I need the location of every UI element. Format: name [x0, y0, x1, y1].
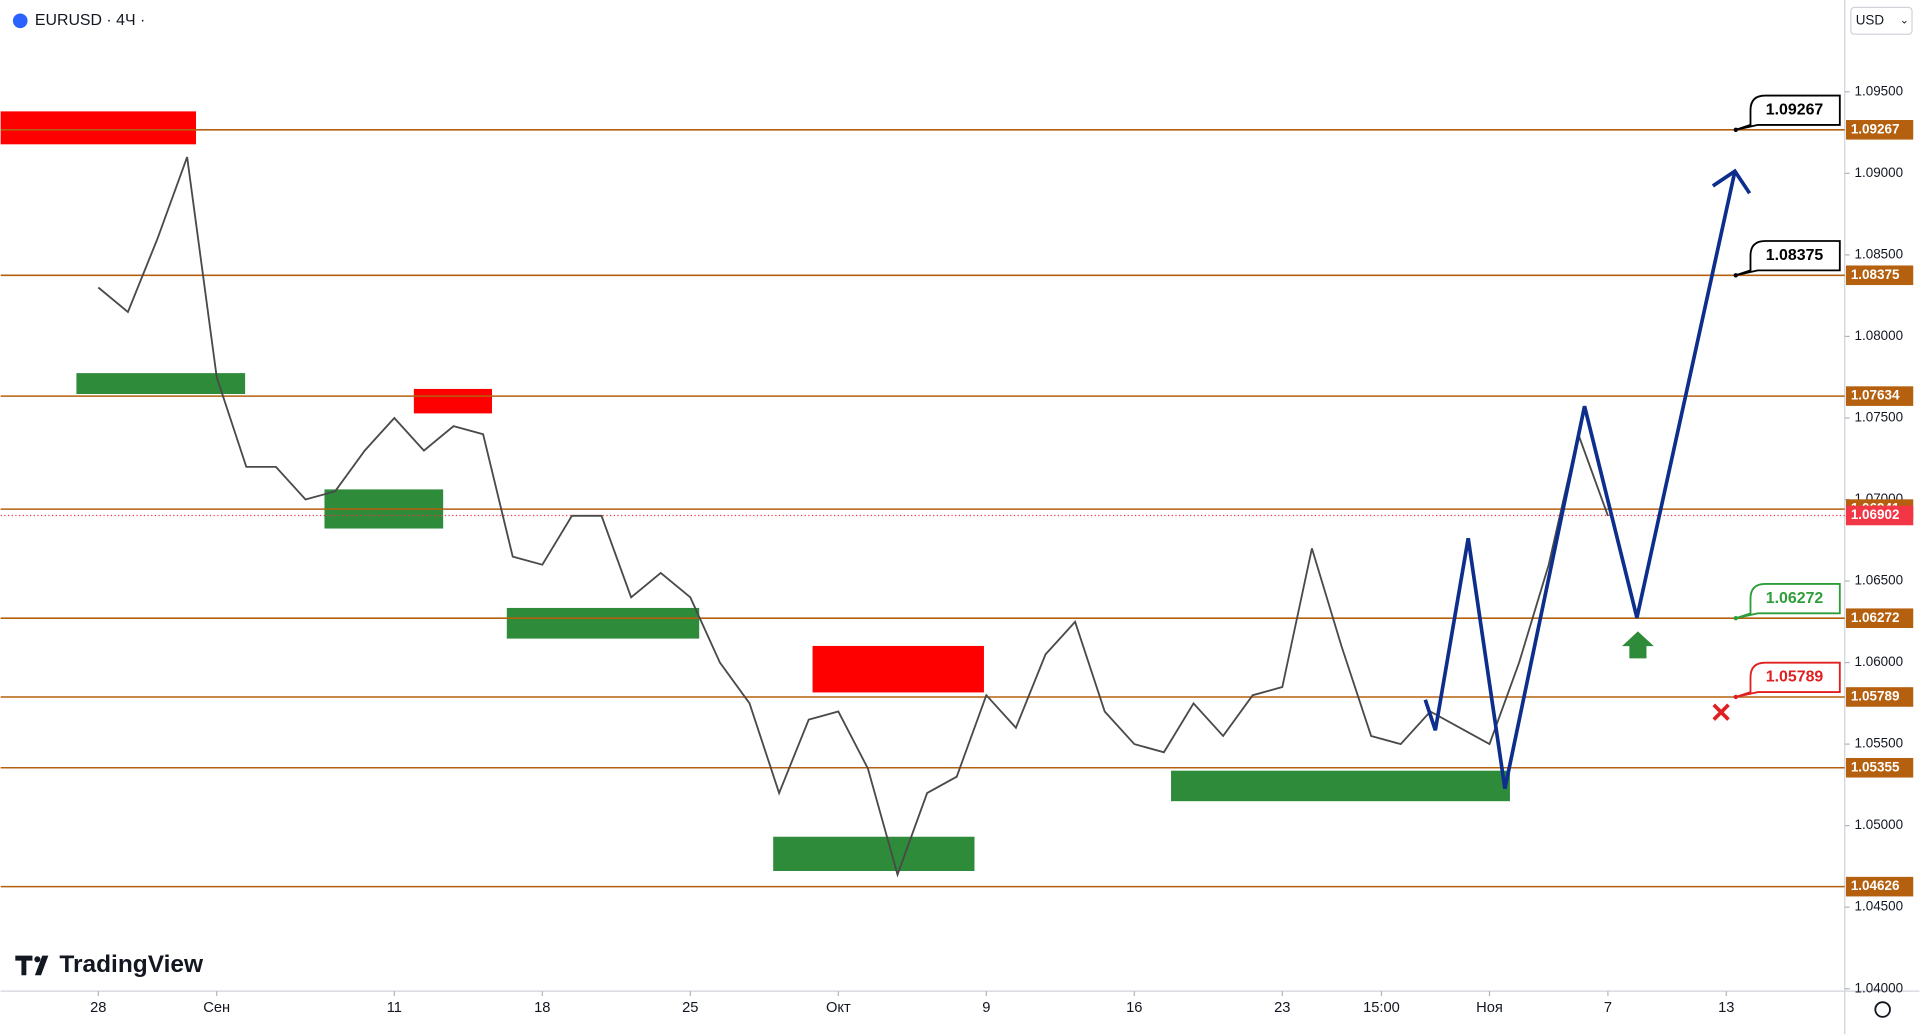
level-label-box [1845, 687, 1914, 707]
callout-label: 1.08375 [1766, 247, 1824, 264]
x-tick-label: Окт [826, 1000, 851, 1016]
level-label: 1.07634 [1851, 388, 1900, 403]
level-label: 1.05355 [1851, 759, 1900, 774]
projection-path [1423, 170, 1737, 790]
x-tick-label: 13 [1718, 1000, 1734, 1016]
y-tick-label: 1.08500 [1855, 246, 1904, 261]
up-arrow-icon [1622, 631, 1654, 659]
level-label: 1.05789 [1851, 689, 1900, 704]
last-price-box [1845, 505, 1914, 526]
y-tick-label: 1.09000 [1855, 165, 1904, 180]
callout-box [1735, 94, 1841, 131]
y-tick-label: 1.05000 [1855, 817, 1904, 832]
chart-title[interactable]: EURUSD · 4Ч · [35, 12, 145, 29]
level-label-box [1845, 120, 1914, 140]
callout-label: 1.05789 [1766, 669, 1824, 686]
plot-area: 1.095001.090001.085001.080001.075001.070… [0, 83, 1904, 1016]
brand-dot [34, 956, 41, 963]
y-tick-label: 1.06000 [1855, 654, 1904, 669]
y-tick-label: 1.08000 [1855, 328, 1904, 343]
callout-label: 1.09267 [1766, 101, 1824, 118]
callout-box [1735, 661, 1841, 698]
callout-label: 1.06272 [1766, 590, 1824, 607]
x-tick-label: 11 [387, 1000, 402, 1016]
zone [773, 836, 975, 871]
stop-icon [1712, 703, 1730, 721]
zone [0, 111, 197, 145]
level-label: 1.06272 [1851, 610, 1900, 625]
x-tick-label: 23 [1274, 1000, 1290, 1016]
x-tick-label: Ноя [1476, 1000, 1503, 1016]
zone [413, 388, 493, 414]
currency-label[interactable]: USD [1856, 12, 1885, 27]
y-tick-label: 1.07500 [1855, 410, 1904, 425]
currency-caret[interactable]: ⌄ [1900, 15, 1909, 27]
level-label-box [1845, 608, 1914, 629]
level-label-box [1845, 265, 1914, 286]
x-tick-label: 15:00 [1363, 1000, 1400, 1016]
symbol-icon [12, 13, 28, 29]
brand-mark [15, 955, 49, 976]
level-label: 1.09267 [1851, 121, 1900, 136]
level-label-box [1845, 876, 1914, 897]
brand-name: TradingView [59, 951, 204, 978]
price-line [97, 156, 1609, 878]
x-tick-label: Сен [203, 1000, 230, 1016]
y-tick-label: 1.09500 [1855, 83, 1904, 98]
y-tick-label: 1.04500 [1855, 899, 1904, 914]
x-tick-label: 18 [534, 1000, 550, 1016]
brand-logo: TradingView [15, 951, 204, 978]
level-label-box [1845, 757, 1914, 778]
zone [812, 645, 984, 693]
zone [1171, 770, 1510, 802]
x-tick-label: 7 [1604, 1000, 1612, 1016]
y-tick-label: 1.04000 [1855, 980, 1904, 995]
projection-arrowhead [1711, 168, 1752, 195]
x-tick-label: 9 [982, 1000, 990, 1016]
x-tick-label: 28 [90, 1000, 106, 1016]
currency-button[interactable] [1850, 6, 1913, 35]
y-tick-label: 1.05500 [1855, 736, 1904, 751]
x-tick-label: 16 [1126, 1000, 1142, 1016]
callout-box [1735, 240, 1841, 277]
y-tick-label: 1.06500 [1855, 573, 1904, 588]
last-price-label: 1.06902 [1851, 507, 1900, 522]
level-label: 1.08375 [1851, 267, 1900, 282]
level-label-box [1845, 386, 1914, 406]
settings-button[interactable] [1874, 1001, 1891, 1018]
level-label: 1.04626 [1851, 878, 1900, 893]
zone [506, 607, 700, 639]
zone [76, 373, 246, 394]
callout-box [1735, 583, 1841, 620]
x-tick-label: 25 [682, 1000, 698, 1016]
